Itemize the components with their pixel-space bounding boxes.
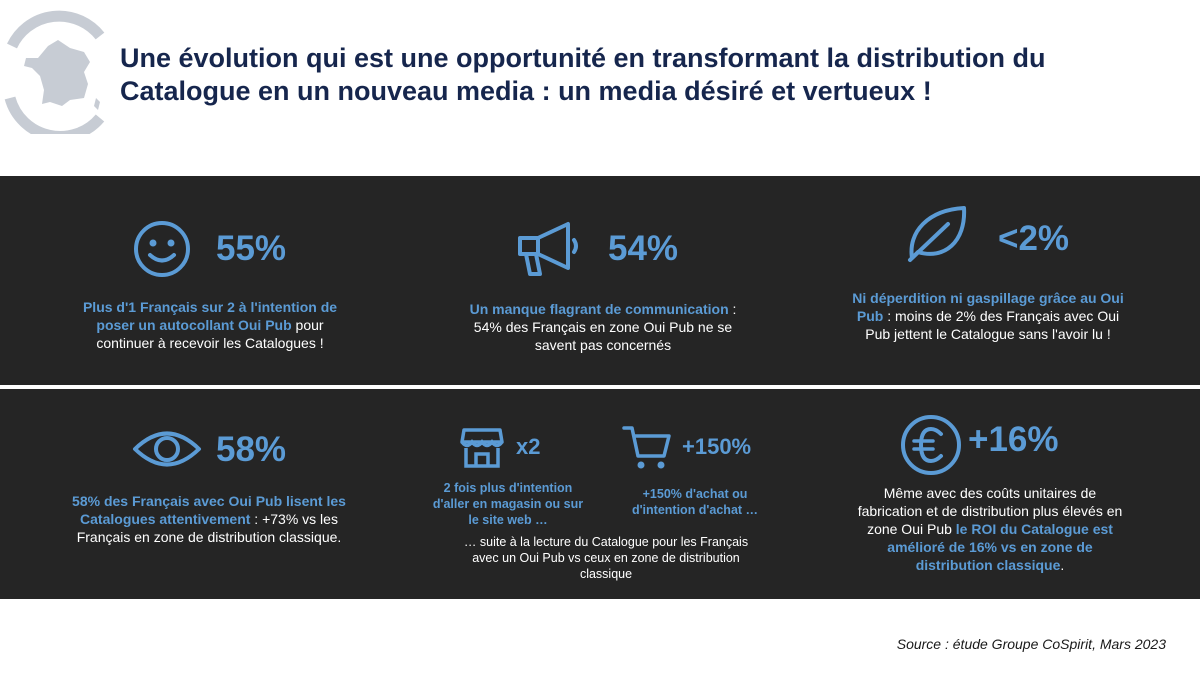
stats-panel-bottom [0,389,1200,599]
divider [0,385,1200,389]
stat-value-x2: x2 [516,434,541,459]
eye-icon [131,424,203,474]
stat-text-58: 58% des Français avec Oui Pub lisent les… [72,493,346,545]
stat-text-x2: 2 fois plus d'intention d'aller en magas… [432,481,584,527]
page-title: Une évolution qui est une opportunité en… [120,43,1046,106]
megaphone-icon [514,218,580,280]
euro-icon [900,414,962,476]
stat-value-150: +150% [682,434,752,459]
stat-text-lt2: Ni déperdition ni gaspillage grâce au Ou… [852,290,1124,342]
stat-value-lt2: <2% [998,219,1070,258]
france-map-logo [4,6,112,142]
stat-value-54: 54% [608,229,679,268]
stat-text-suite: … suite à la lecture du Catalogue pour l… [463,535,749,581]
source-note: Source : étude Groupe CoSpirit, Mars 202… [896,636,1166,652]
smiley-icon [133,220,191,278]
stat-text-54: Un manque flagrant de communication : 54… [469,301,737,353]
leaf-icon [904,202,970,264]
stats-panel-top [0,176,1200,385]
stat-text-55: Plus d'1 Français sur 2 à l'intention de… [82,299,338,351]
stat-text-16: Même avec des coûts unitaires de fabrica… [857,485,1123,573]
stat-value-55: 55% [216,229,287,268]
stat-value-58: 58% [216,430,287,469]
stat-value-16: +16% [968,420,1059,459]
store-icon [460,426,504,470]
cart-icon [622,422,672,472]
stat-text-150: +150% d'achat ou d'intention d'achat … [631,487,759,517]
